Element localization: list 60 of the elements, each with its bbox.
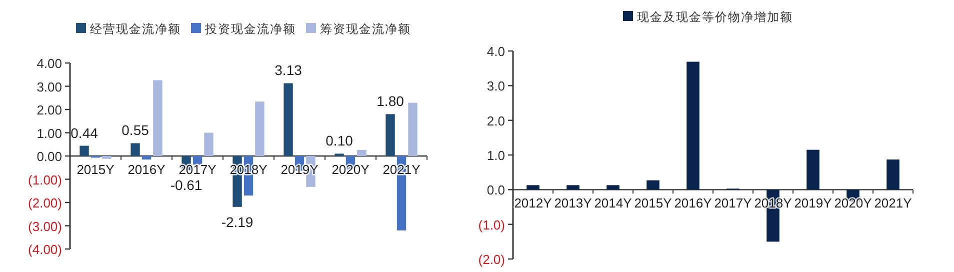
legend-label: 筹资现金流净额 xyxy=(320,22,411,36)
bar xyxy=(386,114,395,156)
x-tick-label: 2013Y xyxy=(554,196,592,211)
y-tick-label: (4.00) xyxy=(28,242,62,257)
bar xyxy=(130,143,140,156)
bar xyxy=(806,150,820,190)
data-label: 0.10 xyxy=(326,132,354,149)
x-tick-label: 2020Y xyxy=(834,196,872,211)
x-tick-label: 2020Y xyxy=(332,162,370,177)
y-tick-label: (1.00) xyxy=(28,172,62,188)
y-tick-label: 1.0 xyxy=(486,148,505,163)
x-tick-label: 2016Y xyxy=(674,196,712,211)
x-tick-label: 2017Y xyxy=(714,196,752,211)
data-label: 0.55 xyxy=(122,122,150,138)
bar xyxy=(255,102,264,156)
x-tick-label: 2019Y xyxy=(280,162,319,177)
x-tick-label: 2015Y xyxy=(634,196,672,211)
bar xyxy=(80,146,89,156)
x-tick-label: 2012Y xyxy=(514,196,552,211)
y-tick-label: (2.0) xyxy=(478,252,505,267)
x-tick-label: 2016Y xyxy=(128,162,166,177)
bar xyxy=(153,80,162,156)
y-tick-label: 1.00 xyxy=(36,126,62,141)
legend-label: 现金及现金等价物净增加额 xyxy=(637,10,793,24)
y-tick-label: (1.0) xyxy=(478,217,505,232)
y-tick-label: 3.00 xyxy=(36,79,62,94)
y-tick-label: 4.00 xyxy=(36,56,62,71)
bar xyxy=(646,180,660,190)
data-label: 3.13 xyxy=(274,62,302,78)
data-label: -2.19 xyxy=(221,214,254,230)
bar xyxy=(886,160,900,190)
data-label: -0.61 xyxy=(170,177,202,194)
data-label: 1.80 xyxy=(376,93,404,110)
bar xyxy=(357,150,366,156)
y-tick-label: (2.00) xyxy=(28,196,62,210)
y-tick-label: 3.0 xyxy=(486,78,505,94)
data-label: 0.44 xyxy=(70,124,98,141)
x-tick-label: 2021Y xyxy=(874,196,912,211)
bar xyxy=(142,156,152,160)
x-tick-label: 2019Y xyxy=(794,196,832,211)
bar xyxy=(408,102,418,156)
y-tick-label: (3.00) xyxy=(28,218,62,234)
y-tick-label: 0.0 xyxy=(486,182,505,198)
bar xyxy=(686,62,700,190)
bar xyxy=(566,185,580,190)
y-tick-label: 2.00 xyxy=(36,102,62,118)
y-tick-label: 4.0 xyxy=(486,44,505,59)
bar xyxy=(284,83,293,156)
bar xyxy=(526,185,540,190)
bar xyxy=(102,156,112,159)
legend-label: 投资现金流净额 xyxy=(204,22,296,36)
x-tick-label: 2014Y xyxy=(594,196,632,211)
y-tick-label: 2.0 xyxy=(486,113,505,128)
bar xyxy=(606,185,620,190)
bar xyxy=(204,132,214,156)
legend-label: 经营现金流净额 xyxy=(90,22,181,36)
x-tick-label: 2017Y xyxy=(178,162,217,177)
x-tick-label: 2015Y xyxy=(76,162,115,177)
bar xyxy=(192,156,202,165)
y-tick-label: 0.00 xyxy=(36,149,62,164)
